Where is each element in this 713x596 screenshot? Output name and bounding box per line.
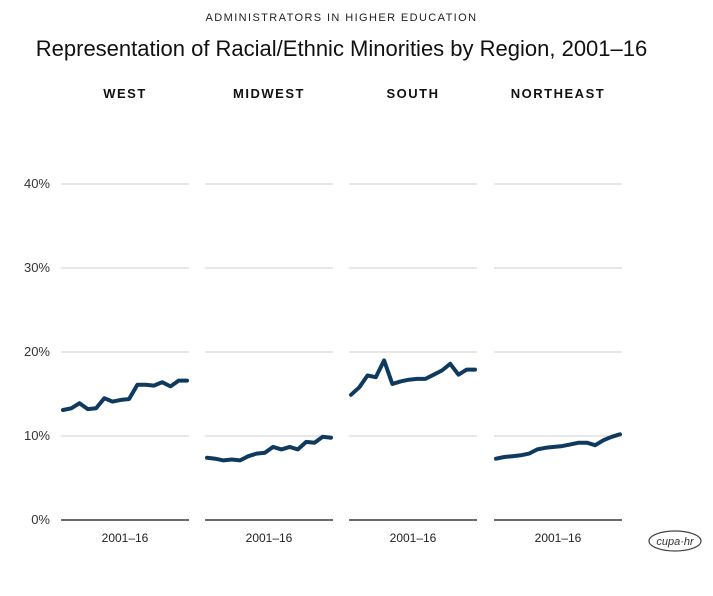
y-tick-label: 10% [24, 428, 50, 443]
x-tick-label: 2001–16 [102, 531, 149, 545]
logo-ring-icon [648, 530, 702, 552]
cupa-hr-logo: cupa·hr [648, 530, 702, 552]
x-tick-label: 2001–16 [390, 531, 437, 545]
y-tick-label: 20% [24, 344, 50, 359]
series-line-south [349, 358, 477, 397]
panel-south: SOUTH 2001–16 [349, 86, 477, 545]
panel-title: SOUTH [387, 86, 440, 101]
y-tick-label: 0% [31, 512, 50, 527]
chart-panels: WEST2001–16MIDWEST2001–16SOUTH2001–16NOR… [61, 86, 622, 545]
panel-midwest: MIDWEST 2001–16 [205, 86, 333, 545]
series-line-northeast [494, 432, 622, 461]
y-axis: 0% 10% 20% 30% 40% [24, 176, 50, 527]
y-tick-label: 40% [24, 176, 50, 191]
y-tick-label: 30% [24, 260, 50, 275]
panel-west: WEST 2001–16 [61, 86, 189, 545]
panel-title: WEST [103, 86, 147, 101]
panel-title: MIDWEST [233, 86, 305, 101]
chart-title: Representation of Racial/Ethnic Minoriti… [35, 36, 648, 61]
panel-northeast: NORTHEAST 2001–16 [494, 86, 622, 545]
logo-text: cupa·hr [656, 536, 695, 548]
x-tick-label: 2001–16 [246, 531, 293, 545]
chart-supertitle: ADMINISTRATORS IN HIGHER EDUCATION [205, 12, 478, 24]
series-line-west [61, 378, 189, 412]
series-line-midwest [205, 434, 333, 463]
panel-title: NORTHEAST [511, 86, 605, 101]
x-tick-label: 2001–16 [535, 531, 582, 545]
